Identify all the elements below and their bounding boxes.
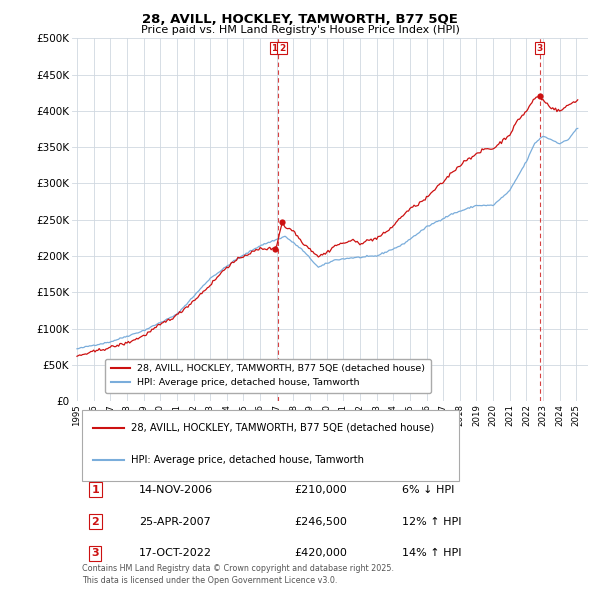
Text: £210,000: £210,000 bbox=[294, 485, 347, 494]
Text: 2: 2 bbox=[91, 517, 99, 526]
Text: 3: 3 bbox=[91, 549, 99, 558]
Bar bbox=[82, 410, 459, 481]
Text: £246,500: £246,500 bbox=[294, 517, 347, 526]
Text: HPI: Average price, detached house, Tamworth: HPI: Average price, detached house, Tamw… bbox=[131, 455, 364, 464]
Text: 14-NOV-2006: 14-NOV-2006 bbox=[139, 485, 213, 494]
Text: Contains HM Land Registry data © Crown copyright and database right 2025.: Contains HM Land Registry data © Crown c… bbox=[82, 564, 394, 573]
Text: 17-OCT-2022: 17-OCT-2022 bbox=[139, 549, 212, 558]
Text: 3: 3 bbox=[536, 44, 542, 53]
Text: 12% ↑ HPI: 12% ↑ HPI bbox=[402, 517, 462, 526]
Text: Price paid vs. HM Land Registry's House Price Index (HPI): Price paid vs. HM Land Registry's House … bbox=[140, 25, 460, 35]
Text: 1: 1 bbox=[271, 44, 278, 53]
Text: £420,000: £420,000 bbox=[294, 549, 347, 558]
Text: 28, AVILL, HOCKLEY, TAMWORTH, B77 5QE (detached house): 28, AVILL, HOCKLEY, TAMWORTH, B77 5QE (d… bbox=[131, 423, 434, 432]
Text: 2: 2 bbox=[279, 44, 285, 53]
Text: 14% ↑ HPI: 14% ↑ HPI bbox=[402, 549, 462, 558]
Text: 1: 1 bbox=[91, 485, 99, 494]
Text: 25-APR-2007: 25-APR-2007 bbox=[139, 517, 211, 526]
Text: 6% ↓ HPI: 6% ↓ HPI bbox=[402, 485, 455, 494]
Text: This data is licensed under the Open Government Licence v3.0.: This data is licensed under the Open Gov… bbox=[82, 576, 338, 585]
Legend: 28, AVILL, HOCKLEY, TAMWORTH, B77 5QE (detached house), HPI: Average price, deta: 28, AVILL, HOCKLEY, TAMWORTH, B77 5QE (d… bbox=[105, 359, 431, 393]
Text: 28, AVILL, HOCKLEY, TAMWORTH, B77 5QE: 28, AVILL, HOCKLEY, TAMWORTH, B77 5QE bbox=[142, 13, 458, 26]
